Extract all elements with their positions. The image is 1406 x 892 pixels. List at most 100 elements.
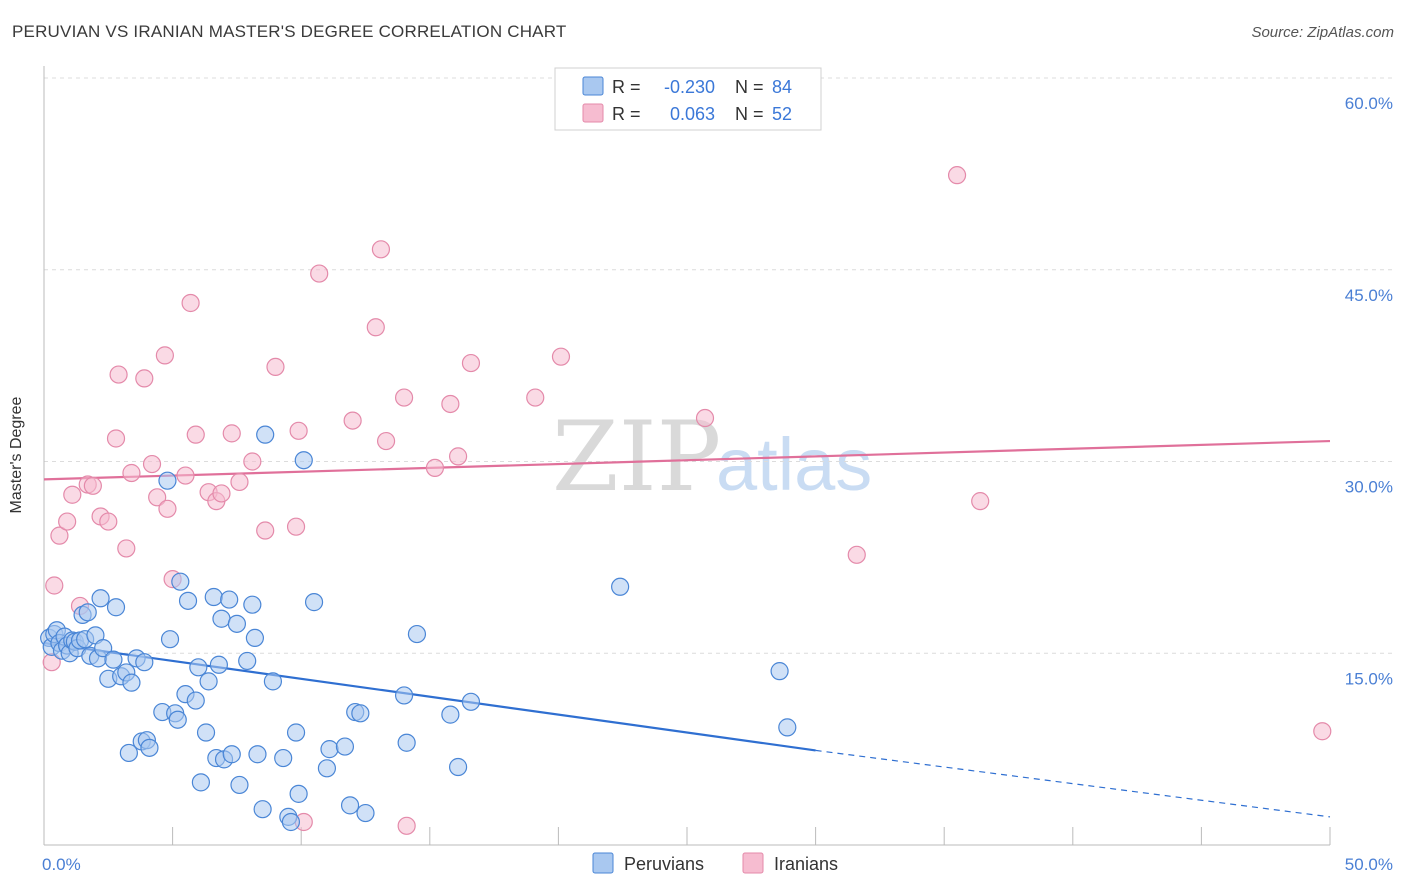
peruvian-point [186,691,205,710]
stats-legend: R = -0.230 N = 84 R = 0.063 N = 52 [554,67,822,131]
x-tick-label: 0.0% [42,855,81,874]
peruvian-point [441,705,460,724]
iranian-point [441,394,460,414]
peruvian-point [196,723,216,742]
iranians-legend-swatch[interactable] [742,852,764,874]
x-tick-label: 50.0% [1345,855,1393,874]
peruvian-point [106,598,126,617]
iranian-point [551,347,571,366]
peruvian-point [256,425,275,444]
peruvian-point [168,710,187,729]
peruvian-point [263,672,283,691]
peruvians-r-value: -0.230 [664,77,715,97]
peruvian-point [222,745,241,764]
peruvians-legend-label[interactable]: Peruvians [624,854,704,874]
iranian-point [847,545,866,564]
peruvian-point [778,718,797,737]
bottom-legend: Peruvians Iranians [592,852,838,874]
peruvian-point [394,686,414,705]
iranians-n-value: 52 [772,104,792,124]
peruvian-point [209,655,228,674]
iranian-point [695,408,715,428]
iranian-point [230,472,249,492]
iranian-point [343,411,362,430]
peruvian-point [461,692,481,711]
peruvian-point [104,650,123,669]
peruvians-n-label: N = [735,77,764,97]
y-tick-label: 60.0% [1345,94,1393,113]
axes [43,66,1331,846]
iranian-point [526,388,545,407]
peruvian-point [212,609,231,628]
peruvian-point [199,672,218,691]
iranian-point [148,488,167,507]
peruvians-stat-swatch [582,76,604,96]
peruvian-point [397,733,416,752]
peruvian-point [238,651,257,671]
iranian-point [181,293,200,313]
peruvian-point [253,800,272,819]
iranians-r-label: R = [612,104,641,124]
iranians-trend-line [43,439,1331,481]
peruvian-point [230,775,249,795]
iranian-point [394,388,414,407]
peruvians-trend-line [43,641,816,752]
peruvian-point [611,577,630,596]
peruvian-point [317,759,337,778]
iranian-point [83,476,102,495]
peruvians-r-label: R = [612,77,641,97]
iranian-point [186,425,205,444]
watermark-zip: ZIP [552,401,721,513]
iranian-point [376,431,396,451]
iranian-point [106,429,126,448]
peruvian-point [191,773,210,792]
peruvian-point [189,658,208,677]
chart-source: Source: ZipAtlas.com [1251,24,1394,41]
y-tick-label: 30.0% [1345,478,1393,497]
iranian-point [371,240,391,259]
peruvian-point [227,614,246,633]
iranian-point [58,512,77,531]
peruvians-legend-swatch[interactable] [592,852,614,874]
peruvian-point [91,589,110,608]
peruvian-point [356,803,375,823]
iranian-point [50,526,69,545]
iranian-point [289,421,308,440]
iranian-point [425,458,445,477]
iranian-point [122,463,141,483]
iranian-point [135,369,154,388]
iranians-n-label: N = [735,104,764,124]
peruvian-point [274,748,293,768]
iranian-point [256,521,275,540]
iranian-point [212,484,231,503]
trend-lines [43,439,1331,818]
iranian-point [947,166,967,185]
watermark-atlas: atlas [716,423,872,506]
peruvians-trend-extension [815,749,1331,818]
tick-labels: 0.0% 50.0% 15.0% 30.0% 45.0% 60.0% [42,94,1393,874]
peruvian-point [351,704,370,723]
iranian-point [448,447,468,466]
iranian-point [155,346,174,365]
peruvian-point [160,630,180,649]
peruvian-point [448,757,468,777]
iranian-point [142,454,162,474]
iranian-point [222,424,241,443]
peruvian-point [248,745,267,764]
iranians-legend-label[interactable]: Iranians [774,854,838,874]
iranian-point [243,452,262,471]
peruvian-point [178,591,198,610]
peruvian-point [289,784,308,803]
data-points [40,166,1332,835]
iranians-r-value: 0.063 [670,104,715,124]
peruvian-point [286,723,306,742]
iranian-point [366,318,385,337]
iranian-point [176,466,195,485]
peruvian-point [243,595,262,614]
iranian-point [63,485,82,504]
grid [44,77,1395,654]
peruvian-point [158,471,177,490]
iranian-point [971,492,990,511]
iranian-point [266,357,285,377]
